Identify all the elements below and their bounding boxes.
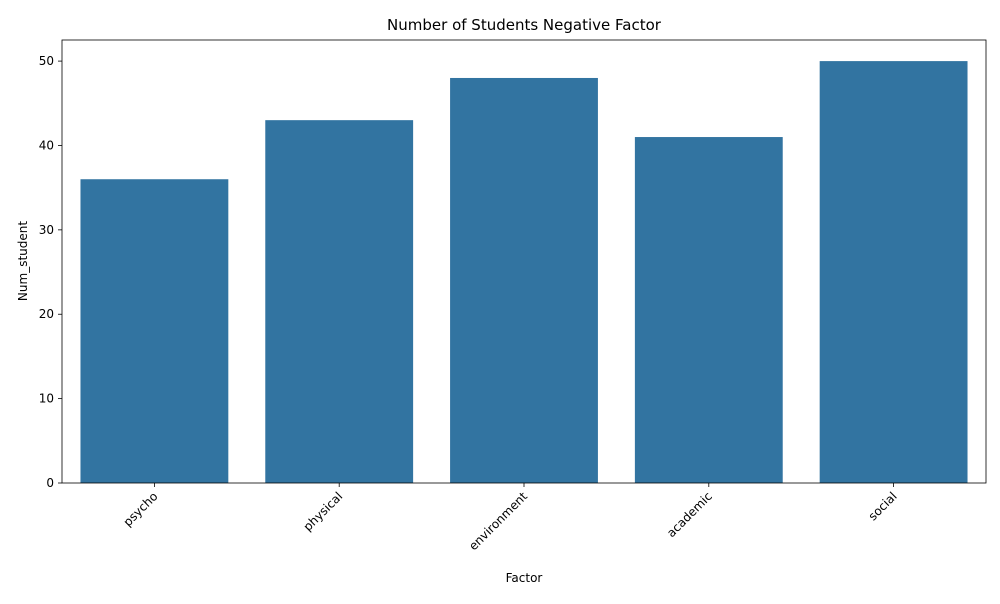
chart-title: Number of Students Negative Factor	[387, 16, 662, 34]
bar-physical	[265, 120, 414, 483]
bar-environment	[450, 77, 598, 483]
y-tick-label-30: 30	[39, 223, 54, 237]
y-tick-label-0: 0	[46, 476, 54, 490]
bar-academic	[634, 137, 783, 484]
y-tick-label-20: 20	[39, 307, 54, 321]
y-tick-label-10: 10	[39, 392, 54, 406]
x-tick-label-physical: physical	[301, 489, 346, 534]
y-tick-label-50: 50	[39, 54, 54, 68]
bar-psycho	[80, 179, 229, 484]
plot-frame	[61, 39, 987, 484]
y-axis-ticks: 0 10 20 30 40 50	[39, 54, 62, 490]
bars-group	[80, 61, 968, 484]
y-tick-label-40: 40	[39, 138, 54, 152]
x-axis-label: Factor	[506, 571, 543, 585]
x-tick-label-academic: academic	[664, 489, 715, 540]
x-tick-label-environment: environment	[466, 489, 530, 553]
x-tick-label-psycho: psycho	[121, 489, 161, 529]
bar-social	[819, 61, 968, 483]
y-axis-label: Num_student	[16, 221, 30, 301]
x-axis-ticks: psycho physical environment academic social	[121, 483, 900, 553]
x-tick-label-social: social	[866, 489, 900, 523]
